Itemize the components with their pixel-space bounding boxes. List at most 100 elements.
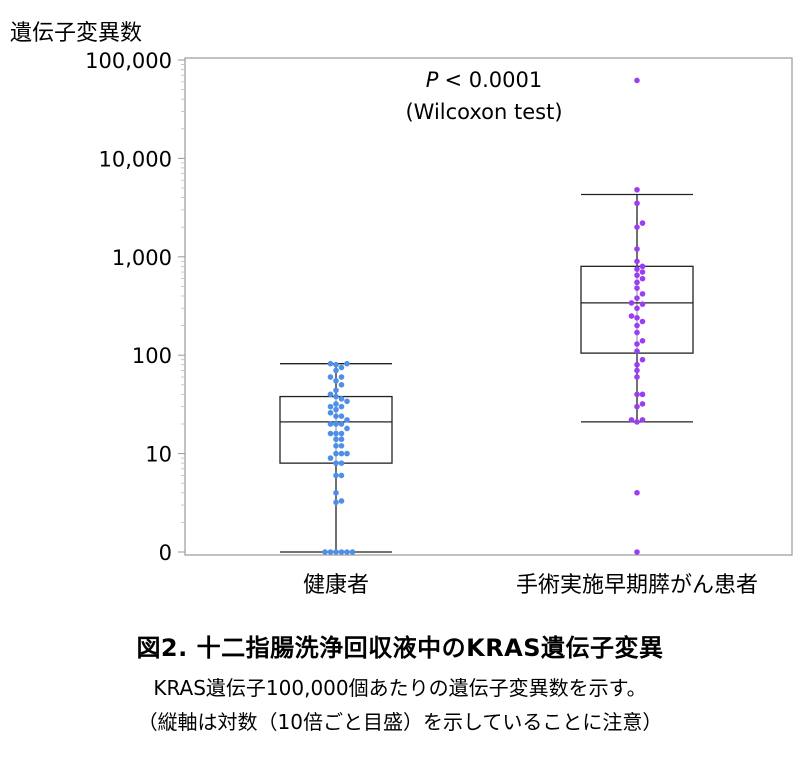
data-point — [634, 361, 640, 368]
data-point — [333, 499, 339, 506]
y-tick-label: 1,000 — [112, 246, 172, 270]
y-axis-minor-ticks — [181, 64, 185, 523]
data-point — [333, 430, 339, 437]
x-category-label: 健康者 — [303, 573, 369, 598]
data-point — [634, 322, 640, 329]
data-point — [333, 413, 339, 419]
data-point — [634, 77, 640, 84]
data-point — [634, 348, 640, 354]
x-axis-categories: 健康者 手術実施早期膵がん患者 — [303, 573, 758, 598]
data-point — [634, 419, 640, 425]
data-point — [333, 361, 339, 368]
data-point — [333, 401, 339, 407]
data-point — [634, 258, 640, 265]
data-point — [322, 549, 328, 555]
y-tick-label: 0 — [159, 541, 172, 565]
data-point — [338, 430, 345, 437]
data-point — [333, 406, 339, 413]
plot-frame — [184, 57, 793, 556]
data-point — [333, 443, 339, 449]
figure-caption-line2: （縦軸は対数（10倍ごと目盛）を示していることに注意） — [137, 710, 663, 734]
data-point — [327, 409, 334, 416]
data-point — [634, 329, 640, 336]
data-point — [628, 300, 635, 306]
data-point — [333, 460, 339, 466]
data-point — [338, 421, 345, 427]
data-point — [338, 382, 345, 388]
x-category-label: 手術実施早期膵がん患者 — [516, 573, 758, 598]
data-point — [639, 401, 646, 407]
data-point — [639, 391, 646, 398]
data-point — [327, 430, 334, 437]
data-point — [628, 313, 635, 319]
data-point — [333, 377, 339, 384]
data-point — [327, 549, 334, 555]
data-point — [639, 220, 646, 226]
data-point — [327, 374, 334, 380]
y-axis-ticks: 0 10 100 1,000 10,000 100,000 — [85, 49, 185, 565]
data-point — [333, 421, 339, 427]
data-point — [639, 318, 646, 325]
data-point — [333, 450, 339, 457]
chart: 遺伝子変異数 0 10 100 1,000 10,000 100,000 健康者 手術実施早… — [10, 21, 793, 598]
data-point — [344, 549, 350, 555]
data-point — [327, 403, 334, 410]
data-point — [639, 338, 646, 344]
data-point — [634, 224, 640, 230]
data-point — [634, 341, 640, 347]
y-axis-label: 遺伝子変異数 — [10, 21, 142, 46]
data-point — [338, 403, 345, 410]
figure-caption-title: 図2. 十二指腸洗浄回収液中のKRAS遺伝子変異 — [136, 634, 664, 662]
y-tick-label: 10,000 — [99, 147, 172, 171]
data-point — [333, 549, 339, 555]
data-point — [338, 472, 345, 479]
p-symbol: P — [426, 68, 439, 92]
p-value: < 0.0001 — [444, 68, 542, 92]
data-point — [634, 295, 640, 301]
data-point — [634, 200, 640, 207]
plot-area — [279, 77, 694, 555]
data-point — [338, 498, 345, 504]
data-point — [634, 186, 640, 193]
data-point — [634, 305, 640, 312]
data-point — [634, 246, 640, 252]
data-point — [327, 360, 334, 367]
data-point — [344, 417, 350, 423]
data-point — [333, 387, 339, 394]
y-tick-label: 100,000 — [85, 49, 172, 73]
data-point — [338, 549, 345, 555]
data-point — [639, 291, 646, 297]
data-point — [338, 436, 345, 443]
data-point — [344, 398, 350, 405]
data-point — [634, 403, 640, 410]
data-point — [327, 455, 334, 461]
data-point — [333, 489, 339, 496]
data-point — [333, 367, 339, 374]
data-point — [634, 367, 640, 374]
p-value-annotation: P < 0.0001 — [426, 68, 542, 92]
data-point — [639, 275, 646, 282]
data-point — [639, 263, 646, 270]
data-point — [634, 489, 640, 496]
data-point — [333, 472, 339, 479]
data-point — [634, 272, 640, 279]
data-point — [338, 374, 345, 380]
data-point — [639, 356, 646, 363]
data-point — [639, 269, 646, 275]
y-tick-label: 100 — [132, 344, 172, 368]
data-point — [327, 391, 334, 398]
data-point — [338, 443, 345, 449]
data-point — [333, 436, 339, 443]
data-point — [344, 450, 350, 457]
test-name-annotation: (Wilcoxon test) — [405, 100, 562, 124]
data-point — [349, 549, 356, 555]
data-point — [634, 285, 640, 291]
data-point — [338, 413, 345, 419]
y-tick-label: 10 — [145, 443, 172, 467]
data-point — [639, 301, 646, 307]
data-point — [634, 391, 640, 398]
data-point — [333, 393, 339, 400]
data-point — [628, 417, 635, 423]
data-point — [634, 549, 640, 555]
data-point — [634, 279, 640, 286]
